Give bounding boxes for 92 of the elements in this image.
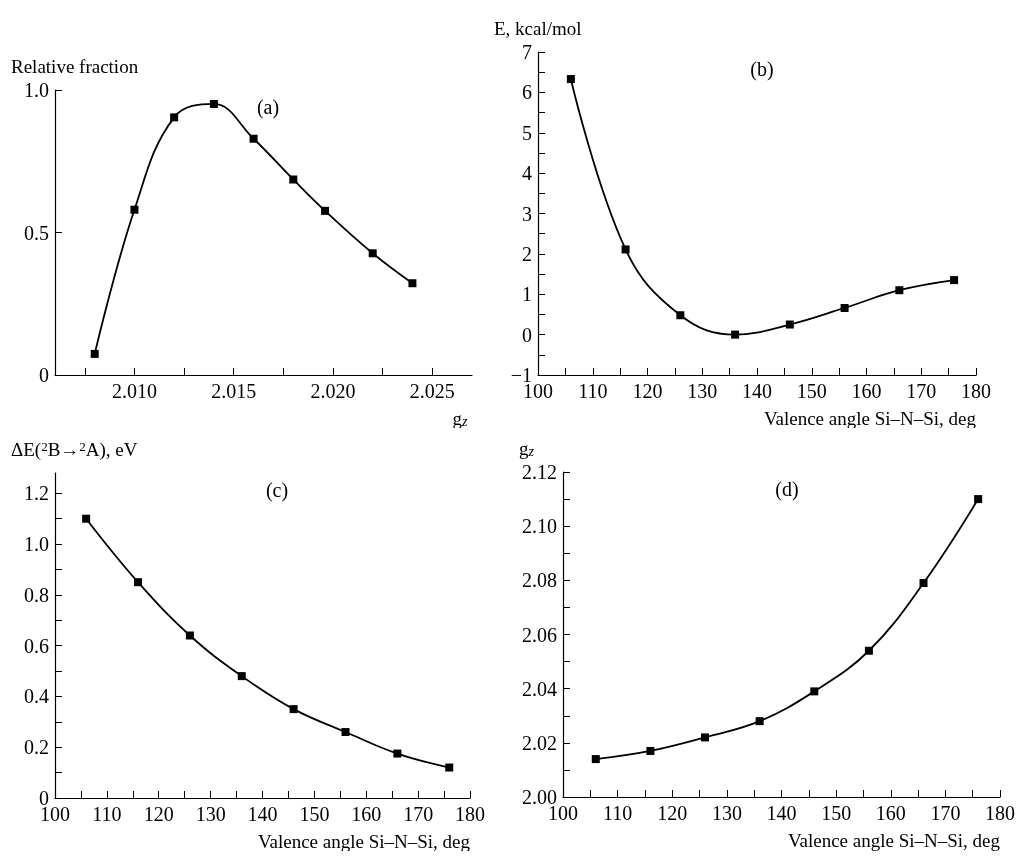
x-tick-label: 180 — [455, 803, 485, 825]
point — [810, 687, 819, 696]
y-tick-label: 0.2 — [24, 736, 49, 759]
point — [974, 495, 983, 504]
y-tick-label: 0 — [522, 323, 532, 346]
x-tick-label: 160 — [851, 380, 882, 402]
chart-title: (a) — [256, 96, 280, 119]
y-axis-title: gz — [519, 438, 535, 459]
x-tick-label: 140 — [742, 380, 772, 402]
x-tick-label: 110 — [578, 380, 608, 402]
x-tick-label: 2.015 — [211, 380, 257, 402]
x-tick-label: 150 — [299, 803, 330, 825]
y-tick-label: 2 — [522, 242, 532, 265]
x-tick-label: 2.010 — [111, 380, 157, 402]
point — [170, 113, 179, 122]
point — [209, 99, 218, 108]
x-tick-label: 120 — [143, 803, 174, 825]
y-tick-label: 0.4 — [24, 685, 49, 708]
y-tick-label: 3 — [522, 202, 532, 225]
point — [591, 755, 600, 764]
point — [393, 749, 402, 758]
x-tick-label: 120 — [632, 380, 663, 402]
chart-title: (d) — [775, 478, 799, 501]
x-tick-label: 130 — [687, 380, 718, 402]
point — [445, 763, 454, 772]
point — [840, 303, 849, 312]
x-tick-label: 140 — [247, 803, 278, 825]
x-tick-label: 120 — [657, 802, 688, 824]
y-tick-label: 1.2 — [24, 482, 49, 505]
chart-title: (b) — [750, 58, 774, 81]
y-tick-label: 0.8 — [24, 583, 49, 606]
point — [408, 279, 417, 288]
y-tick-label: 1.0 — [24, 533, 49, 556]
x-tick-label: 150 — [796, 380, 827, 402]
point — [919, 579, 928, 588]
y-tick-label: 0.5 — [24, 221, 49, 244]
point — [864, 646, 873, 655]
point — [755, 717, 764, 726]
x-tick-label: 170 — [906, 380, 937, 402]
point — [185, 631, 194, 640]
x-axis-title: Valence angle Si–N–Si, deg — [787, 830, 1001, 851]
point — [237, 672, 246, 681]
x-tick-label: 180 — [961, 380, 991, 402]
point — [321, 206, 330, 215]
y-tick-label: 4 — [522, 162, 532, 185]
x-tick-label: 110 — [602, 802, 633, 824]
point — [130, 205, 139, 214]
point — [621, 245, 630, 254]
y-tick-label: 5 — [522, 121, 532, 144]
point — [950, 276, 959, 285]
x-tick-label: 160 — [351, 803, 382, 825]
point — [566, 75, 575, 84]
point — [676, 311, 685, 320]
x-tick-label: 170 — [930, 802, 961, 824]
x-tick-label: 170 — [403, 803, 434, 825]
x-tick-label: 2.020 — [310, 380, 356, 402]
point — [82, 514, 91, 523]
point — [731, 330, 740, 339]
y-tick-label: 2.08 — [522, 569, 557, 592]
y-tick-label: 0 — [39, 364, 49, 386]
point — [341, 727, 350, 736]
y-tick-label: 1.0 — [24, 79, 49, 101]
y-axis-title: E, kcal/mol — [494, 18, 582, 39]
point — [134, 578, 142, 587]
point — [289, 705, 298, 714]
chart-title: (c) — [265, 479, 289, 502]
point — [785, 320, 794, 329]
y-tick-label: 2.12 — [522, 461, 557, 483]
point — [368, 249, 377, 258]
y-tick-label: 7 — [522, 41, 532, 63]
y-tick-label: 2.04 — [522, 677, 557, 700]
point — [249, 134, 258, 143]
x-tick-label: 140 — [766, 802, 797, 824]
y-tick-label: 6 — [522, 81, 532, 104]
x-tick-label: 180 — [985, 802, 1015, 824]
y-tick-label: 2.02 — [522, 731, 557, 754]
y-tick-label: 1 — [522, 283, 532, 306]
y-tick-label: 2.06 — [522, 623, 557, 646]
point — [701, 733, 710, 742]
point — [646, 746, 655, 755]
point — [895, 286, 904, 295]
y-tick-label: 2.10 — [522, 515, 557, 538]
x-tick-label: 160 — [875, 802, 906, 824]
x-tick-label: 150 — [821, 802, 852, 824]
point — [289, 175, 298, 184]
y-tick-label: 0.6 — [24, 634, 49, 657]
x-tick-label: 130 — [711, 802, 742, 824]
x-tick-label: 110 — [92, 803, 122, 825]
y-axis-title: Relative fraction — [11, 56, 139, 77]
x-tick-label: 2.025 — [409, 380, 455, 402]
point — [90, 349, 99, 358]
x-tick-label: 130 — [195, 803, 226, 825]
